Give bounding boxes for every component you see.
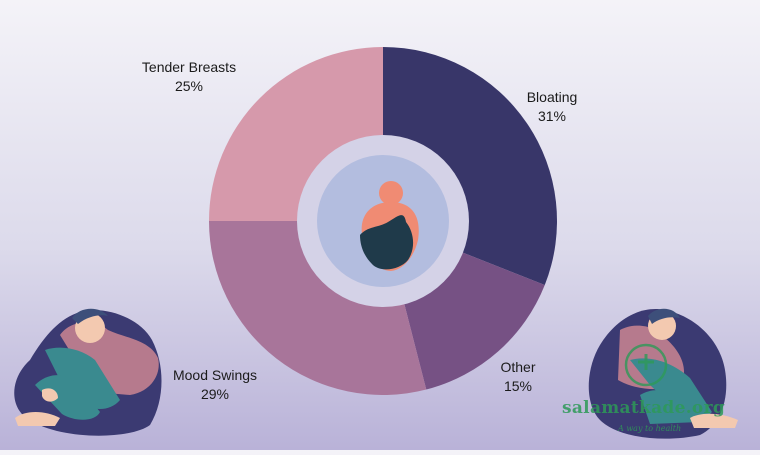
slice-label-other: Other 15% — [468, 358, 568, 396]
slice-label-name: Other — [500, 359, 536, 375]
woman-head-icon — [360, 181, 419, 271]
watermark-subtitle: A way to health — [618, 424, 682, 433]
slice-label-percent: 29% — [200, 386, 230, 402]
medical-heart-icon — [624, 343, 668, 387]
slice-label-percent: 15% — [503, 378, 533, 394]
watermark-text: salamatkade.org — [562, 398, 726, 418]
slice-label-tender-breasts: Tender Breasts 25% — [124, 58, 254, 96]
sitting-woman-illustration-right — [588, 308, 738, 439]
sitting-woman-illustration-left — [14, 308, 162, 436]
slice-label-mood-swings: Mood Swings 29% — [150, 366, 280, 404]
slice-label-bloating: Bloating 31% — [502, 88, 602, 126]
slice-label-name: Mood Swings — [172, 367, 258, 383]
slice-label-name: Tender Breasts — [141, 59, 237, 75]
slice-label-name: Bloating — [526, 89, 578, 105]
slice-label-percent: 31% — [537, 108, 567, 124]
slice-label-percent: 25% — [174, 78, 204, 94]
